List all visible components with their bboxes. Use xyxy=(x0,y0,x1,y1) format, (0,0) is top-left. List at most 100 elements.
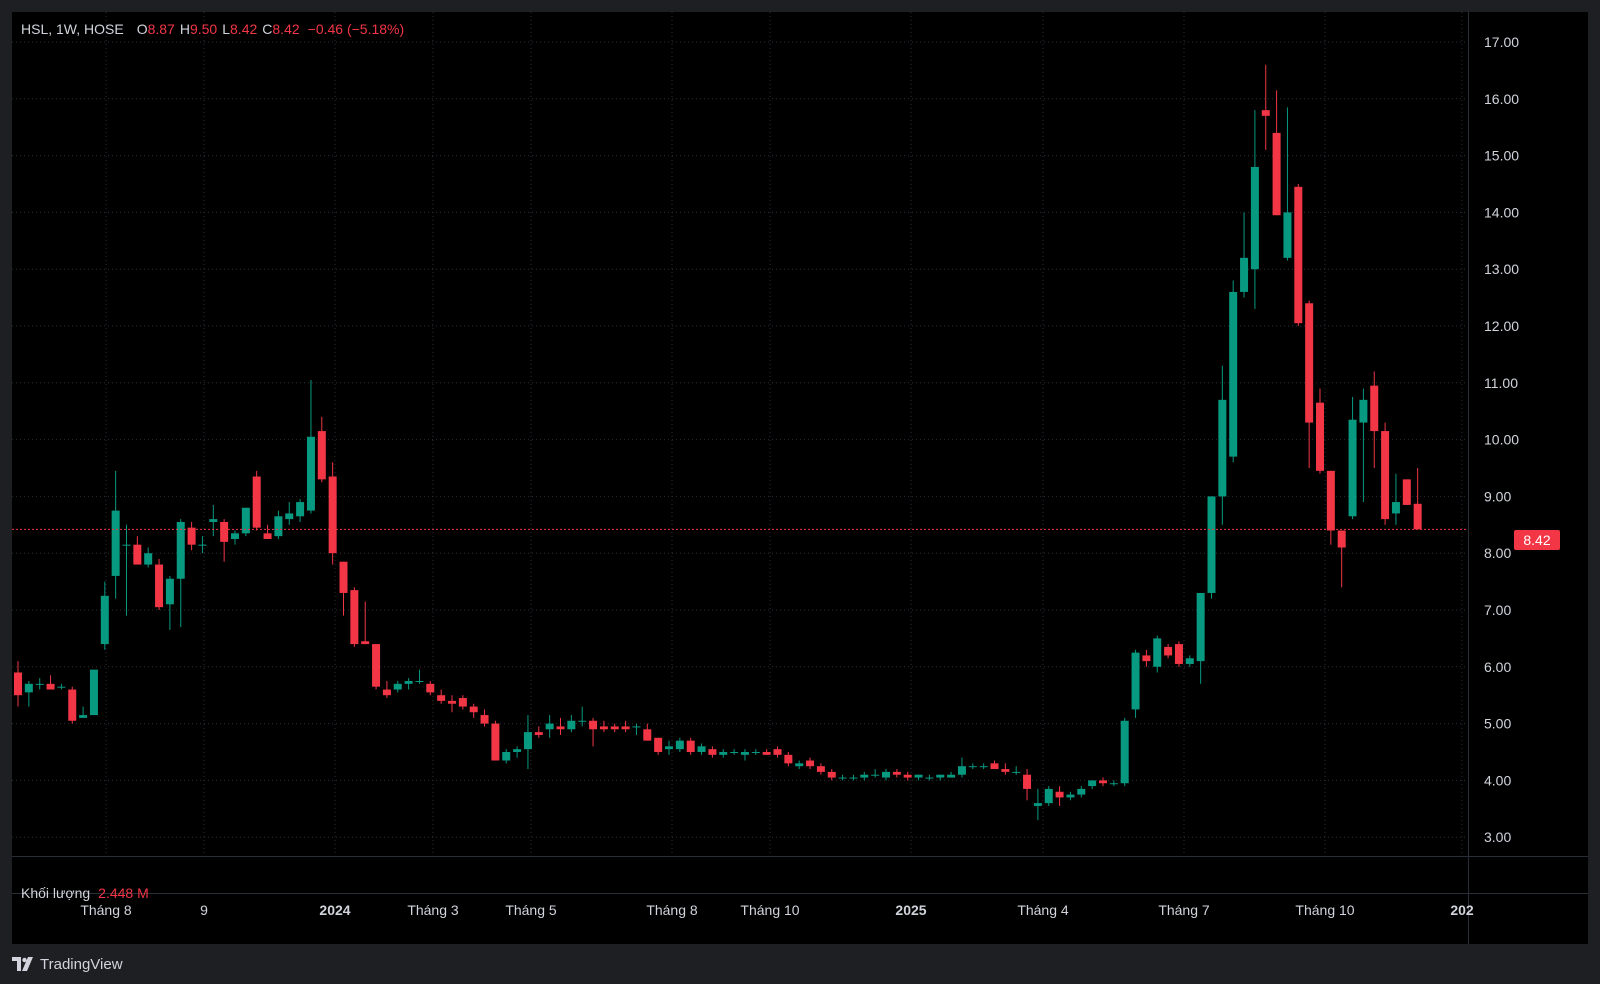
candle xyxy=(1066,791,1075,801)
candle xyxy=(415,669,424,684)
candle xyxy=(176,519,185,628)
low-value: 8.42 xyxy=(230,21,258,37)
candle xyxy=(849,774,858,781)
candle xyxy=(231,530,239,545)
candle xyxy=(502,749,511,764)
candle-body xyxy=(1023,774,1032,789)
candle xyxy=(1012,766,1021,775)
candle-body xyxy=(925,777,934,779)
candle xyxy=(1001,763,1010,775)
symbol-title[interactable]: HSL, 1W, HOSE xyxy=(21,21,124,37)
candle xyxy=(241,507,250,537)
candle xyxy=(925,774,934,781)
candle xyxy=(1088,780,1097,789)
candle-body xyxy=(220,521,229,542)
candle-body xyxy=(979,766,988,768)
candle xyxy=(1316,388,1324,474)
candle xyxy=(589,717,598,747)
price-axis[interactable]: 17.00 16.00 15.00 14.00 13.00 12.00 11.00 10.00… xyxy=(1484,34,1519,845)
candle-body xyxy=(165,578,174,605)
candle xyxy=(24,681,33,707)
candle xyxy=(133,536,142,565)
candle-body xyxy=(860,774,869,778)
candle-body xyxy=(111,510,120,576)
volume-legend[interactable]: Khối lượng 2.448 M xyxy=(21,885,149,901)
candle-body xyxy=(1272,132,1281,216)
close-label: C xyxy=(262,21,273,37)
candle xyxy=(14,661,22,707)
candle-body xyxy=(35,683,44,685)
change-value: −0.46 (−5.18%) xyxy=(307,21,405,37)
price-tick-label: 13.00 xyxy=(1484,261,1519,277)
candle xyxy=(274,510,283,539)
price-tick-label: 7.00 xyxy=(1484,602,1511,618)
candle-body xyxy=(1142,655,1151,662)
time-tick-label: 202 xyxy=(1450,902,1474,918)
candle xyxy=(871,769,880,778)
candle-body xyxy=(187,527,196,545)
candle-body xyxy=(816,766,825,772)
candle xyxy=(567,715,576,733)
candle-body xyxy=(274,516,283,537)
candle-body xyxy=(469,706,478,713)
time-axis[interactable]: Tháng 8 9 2024 Tháng 3 Tháng 5 Tháng 8 Tháng 1… xyxy=(80,902,1474,918)
candle xyxy=(860,771,869,781)
candle-body xyxy=(1294,186,1303,324)
candle xyxy=(144,547,153,568)
candle xyxy=(1305,300,1314,468)
candle xyxy=(306,379,315,514)
candle-body xyxy=(827,771,836,778)
time-tick-label: Tháng 3 xyxy=(407,902,459,918)
candle xyxy=(1391,473,1400,525)
candle-body xyxy=(914,774,923,778)
candle-body xyxy=(806,760,815,767)
price-tick-label: 3.00 xyxy=(1484,829,1511,845)
candle xyxy=(469,703,478,718)
candle xyxy=(686,737,695,755)
candle-body xyxy=(198,544,207,546)
candle xyxy=(1294,184,1303,326)
candle-body xyxy=(328,476,337,554)
candle-body xyxy=(1326,470,1335,531)
candle xyxy=(1359,388,1368,503)
time-tick-label: Tháng 8 xyxy=(646,902,698,918)
candle-body xyxy=(1218,399,1227,497)
candle xyxy=(1218,365,1227,525)
candle-body xyxy=(24,683,33,693)
candle-body xyxy=(1402,479,1411,505)
price-tick-label: 9.00 xyxy=(1484,488,1511,504)
grid xyxy=(12,12,1468,856)
candle xyxy=(437,689,446,704)
candle-body xyxy=(1131,652,1140,710)
low-label: L xyxy=(222,21,231,37)
time-tick-label: Tháng 10 xyxy=(740,902,799,918)
candle-body xyxy=(838,777,847,779)
candle xyxy=(198,536,207,554)
candle-body xyxy=(567,720,576,730)
candle xyxy=(719,749,728,758)
candle xyxy=(1077,786,1086,798)
candle xyxy=(1023,769,1032,801)
candle-body xyxy=(252,476,261,528)
candle xyxy=(89,669,98,716)
tradingview-brand[interactable]: TradingView xyxy=(12,944,123,984)
candle-body xyxy=(947,774,956,778)
candle xyxy=(1196,592,1205,684)
price-tick-label: 12.00 xyxy=(1484,318,1519,334)
time-tick-label: Tháng 5 xyxy=(505,902,557,918)
open-value: 8.87 xyxy=(147,21,175,37)
candlestick-chart[interactable]: 17.00 16.00 15.00 14.00 13.00 12.00 11.00 10.00… xyxy=(12,12,1588,944)
time-tick-label: 2025 xyxy=(895,902,926,918)
candle-body xyxy=(1229,291,1238,457)
candle xyxy=(914,774,923,781)
candle-body xyxy=(534,732,543,735)
candle xyxy=(339,561,348,616)
candle-body xyxy=(1153,638,1162,667)
candle xyxy=(1337,530,1346,588)
candle-body xyxy=(306,436,315,511)
price-tick-label: 6.00 xyxy=(1484,659,1511,675)
candle xyxy=(57,683,66,690)
candle xyxy=(1033,788,1042,821)
candle-body xyxy=(393,683,402,690)
chart-panel[interactable]: 17.00 16.00 15.00 14.00 13.00 12.00 11.00 10.00… xyxy=(12,12,1588,944)
